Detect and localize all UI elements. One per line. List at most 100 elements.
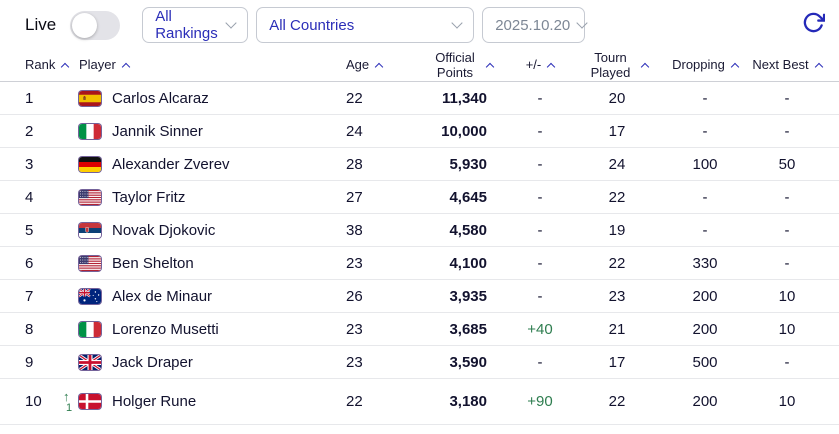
live-toggle[interactable] xyxy=(70,10,121,40)
column-header-label: +/- xyxy=(525,57,542,73)
table-row[interactable]: 6 Ben Shelton 23 4,100 - 22 330 - xyxy=(0,247,839,280)
player-name[interactable]: Lorenzo Musetti xyxy=(112,320,219,338)
table-row[interactable]: 10 ↑ 1 Holger Rune 22 3,180 +90 22 200 10 xyxy=(0,379,839,425)
plus-minus-value: - xyxy=(537,155,543,173)
dropping-value: - xyxy=(702,221,708,239)
tourn-played-value: 17 xyxy=(608,353,626,371)
official-points-value: 3,590 xyxy=(449,353,487,371)
plus-minus-value: - xyxy=(537,287,543,305)
table-row[interactable]: 7 Alex de Minaur 26 3,935 - 23 200 10 xyxy=(0,280,839,313)
tourn-played-value: 21 xyxy=(608,320,626,338)
official-points-value: 3,180 xyxy=(449,393,487,410)
countries-select[interactable]: All Countries xyxy=(256,7,475,43)
chevron-down-icon xyxy=(576,17,588,29)
player-cell: Novak Djokovic xyxy=(79,222,334,239)
official-points-value: 3,685 xyxy=(449,320,487,338)
refresh-button[interactable] xyxy=(802,11,826,39)
player-name[interactable]: Novak Djokovic xyxy=(112,221,216,239)
dropping-value: 500 xyxy=(692,353,718,371)
table-row[interactable]: 1 Carlos Alcaraz 22 11,340 - 20 - - xyxy=(0,82,839,115)
live-label: Live xyxy=(25,15,57,34)
rankings-select[interactable]: All Rankings xyxy=(142,7,249,43)
flag-ita-icon xyxy=(79,321,101,337)
table-row[interactable]: 3 Alexander Zverev 28 5,930 - 24 100 50 xyxy=(0,148,839,181)
sort-caret-icon xyxy=(374,62,384,72)
table-row[interactable]: 5 Novak Djokovic 38 4,580 - 19 - - xyxy=(0,214,839,247)
tourn-played-value: 17 xyxy=(608,122,626,140)
player-name[interactable]: Alexander Zverev xyxy=(112,155,230,173)
flag-gbr-icon xyxy=(79,354,101,370)
dropping-value: - xyxy=(702,122,708,140)
column-header-official-points[interactable]: Official Points xyxy=(414,50,509,81)
flag-den-icon xyxy=(79,394,101,409)
column-header-plus-minus[interactable]: +/- xyxy=(509,57,571,73)
column-header-next-best[interactable]: Next Best xyxy=(747,57,827,73)
player-cell: Lorenzo Musetti xyxy=(79,321,334,338)
countries-select-value: All Countries xyxy=(269,16,355,34)
controls-bar: Live All Rankings All Countries 2025.10.… xyxy=(0,0,839,50)
column-header-player[interactable]: Player xyxy=(79,57,334,73)
dropping-value: 200 xyxy=(692,287,718,305)
date-select[interactable]: 2025.10.20 xyxy=(482,7,588,43)
age-value: 28 xyxy=(346,155,363,173)
sort-caret-icon xyxy=(121,62,131,72)
tourn-played-value: 20 xyxy=(608,89,626,107)
toggle-knob xyxy=(72,12,98,38)
player-cell: Alex de Minaur xyxy=(79,288,334,305)
dropping-value: 330 xyxy=(692,254,718,272)
next-best-value: - xyxy=(784,353,790,371)
column-header-age[interactable]: Age xyxy=(334,57,414,73)
table-row[interactable]: 8 Lorenzo Musetti 23 3,685 +40 21 200 10 xyxy=(0,313,839,346)
rank-move-indicator: ↑ 1 xyxy=(63,390,79,414)
official-points-value: 4,100 xyxy=(449,254,487,272)
rank-value: 7 xyxy=(25,287,34,305)
player-cell: Ben Shelton xyxy=(79,255,334,272)
player-name[interactable]: Jannik Sinner xyxy=(112,122,203,140)
rank-value: 10 xyxy=(25,393,42,410)
age-value: 23 xyxy=(346,353,363,371)
table-row[interactable]: 2 Jannik Sinner 24 10,000 - 17 - - xyxy=(0,115,839,148)
column-header-label: Rank xyxy=(25,57,56,73)
refresh-icon xyxy=(802,11,826,39)
next-best-value: 10 xyxy=(778,287,796,305)
plus-minus-value: +40 xyxy=(527,320,553,338)
official-points-value: 11,340 xyxy=(441,89,487,107)
rank-value: 1 xyxy=(25,89,34,107)
plus-minus-value: - xyxy=(537,122,543,140)
table-header: Rank Player Age Official Points +/- Tourn Pla… xyxy=(0,50,839,82)
dropping-value: 200 xyxy=(692,393,718,410)
player-name[interactable]: Ben Shelton xyxy=(112,254,194,272)
age-value: 22 xyxy=(346,393,363,410)
table-row[interactable]: 9 Jack Draper 23 3,590 - 17 500 - xyxy=(0,346,839,379)
official-points-value: 5,930 xyxy=(449,155,487,173)
player-name[interactable]: Taylor Fritz xyxy=(112,188,186,206)
player-name[interactable]: Alex de Minaur xyxy=(112,287,213,305)
next-best-value: 10 xyxy=(778,393,796,410)
age-value: 26 xyxy=(346,287,363,305)
column-header-rank[interactable]: Rank xyxy=(25,57,79,73)
rank-value: 9 xyxy=(25,353,34,371)
flag-usa-icon xyxy=(79,255,101,271)
rank-value: 6 xyxy=(25,254,34,272)
player-name[interactable]: Holger Rune xyxy=(112,393,197,410)
rank-value: 3 xyxy=(25,155,34,173)
player-cell: Alexander Zverev xyxy=(79,156,334,173)
chevron-down-icon xyxy=(451,17,463,29)
dropping-value: - xyxy=(702,188,708,206)
rank-value: 4 xyxy=(25,188,34,206)
column-header-label: Age xyxy=(346,57,370,73)
player-name[interactable]: Jack Draper xyxy=(112,353,193,371)
dropping-value: 200 xyxy=(692,320,718,338)
player-name[interactable]: Carlos Alcaraz xyxy=(112,89,209,107)
flag-srb-icon xyxy=(79,222,101,238)
column-header-tourn-played[interactable]: Tourn Played xyxy=(571,50,663,81)
tourn-played-value: 19 xyxy=(608,221,626,239)
next-best-value: - xyxy=(784,188,790,206)
next-best-value: 50 xyxy=(778,155,796,173)
column-header-dropping[interactable]: Dropping xyxy=(663,57,747,73)
plus-minus-value: - xyxy=(537,89,543,107)
sort-caret-icon xyxy=(814,62,823,72)
table-row[interactable]: 4 Taylor Fritz 27 4,645 - 22 - - xyxy=(0,181,839,214)
next-best-value: - xyxy=(784,122,790,140)
rank-move-amount: 1 xyxy=(66,401,73,414)
